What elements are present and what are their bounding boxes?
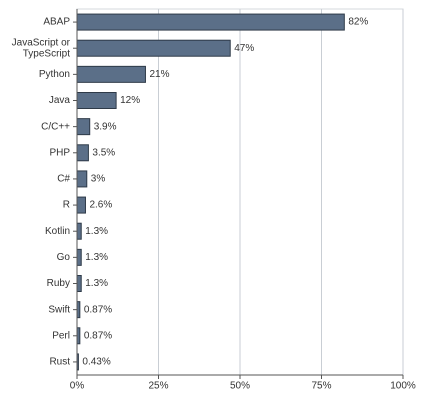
x-tick-label: 25% (148, 381, 168, 392)
x-tick-label: 100% (390, 381, 416, 392)
y-tick-label: Perl (52, 330, 70, 341)
value-label: 2.6% (89, 200, 112, 211)
value-label: 3.9% (94, 121, 117, 132)
value-label: 12% (120, 95, 140, 106)
bar (76, 222, 82, 240)
value-label: 3.5% (92, 147, 115, 158)
x-tick-label: 75% (311, 381, 331, 392)
bar (76, 13, 345, 31)
y-tick-label: PHP (49, 147, 70, 158)
value-label: 82% (348, 17, 368, 28)
bar (76, 92, 117, 109)
value-label: 1.3% (85, 278, 108, 289)
value-label: 0.43% (82, 357, 110, 368)
bar (76, 170, 88, 188)
y-tick-label: JavaScript or TypeScript (12, 37, 71, 59)
y-tick-label: C/C++ (41, 121, 70, 132)
value-label: 21% (149, 69, 169, 80)
y-tick-label: ABAP (43, 17, 70, 28)
value-label: 1.3% (85, 252, 108, 263)
y-tick-label: Java (49, 95, 71, 106)
y-tick-label: Kotlin (45, 226, 70, 237)
y-tick-label: Rust (49, 357, 70, 368)
bar (76, 39, 231, 57)
value-label: 0.87% (84, 330, 112, 341)
value-label: 3% (91, 174, 106, 185)
bar (76, 65, 146, 83)
value-label: 47% (234, 43, 254, 54)
y-tick-label: R (63, 200, 70, 211)
y-tick-label: Swift (48, 304, 70, 315)
y-tick-label: Ruby (47, 278, 70, 289)
x-tick-label: 50% (230, 381, 250, 392)
value-label: 0.87% (84, 304, 112, 315)
y-tick-label: Python (39, 69, 70, 80)
bar (76, 118, 91, 136)
bar (76, 196, 86, 214)
y-tick-label: Go (57, 252, 71, 263)
bar (76, 275, 82, 292)
x-tick-label: 0% (70, 381, 85, 392)
bar (76, 248, 82, 266)
value-label: 1.3% (85, 226, 108, 237)
y-tick-label: C# (57, 174, 70, 185)
bar (76, 144, 89, 162)
